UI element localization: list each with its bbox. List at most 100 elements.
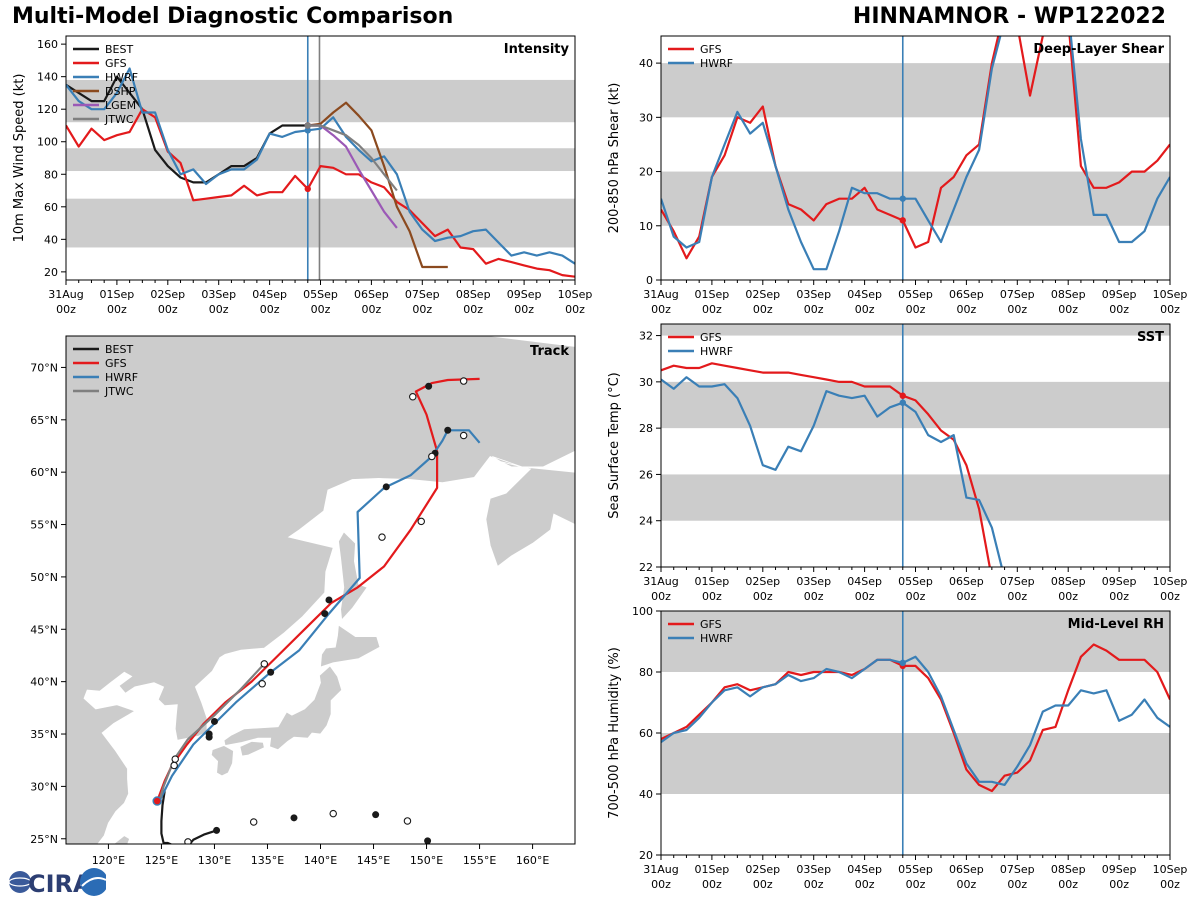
- sst-ytick-label: 32: [639, 330, 653, 343]
- sst-series-gfs: [661, 362, 991, 567]
- track-xtick-label: 155°E: [463, 854, 496, 867]
- rh-ylabel: 700-500 hPa Humidity (%): [607, 647, 622, 819]
- shear-xtick-label: 02Sep: [745, 288, 780, 301]
- rh-ytick-label: 100: [632, 605, 653, 618]
- shear-band: [661, 63, 1170, 118]
- shear-xtick-label: 04Sep: [847, 288, 882, 301]
- intensity-band: [66, 148, 575, 172]
- shear-xtick-label: 10Sep: [1153, 288, 1188, 301]
- shear-xtick-label: 00z: [1109, 303, 1129, 316]
- intensity-xtick-label: 02Sep: [150, 288, 185, 301]
- sst-xtick-label: 03Sep: [796, 575, 831, 588]
- track-point-filled: [321, 610, 329, 618]
- shear-series-gfs: [661, 36, 1170, 260]
- rh-xtick-label: 00z: [855, 878, 875, 891]
- track-ytick-label: 25°N: [30, 833, 58, 846]
- track-legend-label-hwrf: HWRF: [105, 371, 138, 384]
- track-point-open: [258, 679, 266, 688]
- sst-band: [661, 474, 1170, 521]
- land-shikoku: [239, 740, 265, 757]
- shear-ytick-label: 30: [639, 111, 653, 124]
- rh-xtick-label: 00z: [1109, 878, 1129, 891]
- track-point-filled: [290, 814, 298, 822]
- rh-plot-area: [661, 611, 1170, 855]
- rh-legend-label-hwrf: HWRF: [700, 632, 733, 645]
- rh-band: [661, 733, 1170, 794]
- intensity-legend-label-dshp: DSHP: [105, 85, 136, 98]
- intensity-xtick-label: 00z: [107, 303, 127, 316]
- track-legend-label-best: BEST: [105, 343, 133, 356]
- intensity-legend-label-jtwc: JTWC: [104, 113, 134, 126]
- track-point-filled: [205, 730, 213, 738]
- track-point-open: [459, 431, 468, 440]
- rh-ytick-label: 20: [639, 849, 653, 862]
- track-ytick-label: 45°N: [30, 623, 58, 636]
- shear-xtick-label: 00z: [804, 303, 824, 316]
- intensity-series-dshp: [307, 101, 448, 269]
- rh-band: [661, 611, 1170, 672]
- shear-xtick-label: 08Sep: [1051, 288, 1086, 301]
- sst-xtick-label: 07Sep: [1000, 575, 1035, 588]
- land-kyushu: [210, 745, 234, 777]
- shear-xtick-label: 00z: [1160, 303, 1180, 316]
- intensity-band: [66, 198, 575, 248]
- shear-xtick-label: 09Sep: [1102, 288, 1137, 301]
- track-point-filled: [444, 426, 452, 434]
- rh-xtick-label: 00z: [957, 878, 977, 891]
- rh-legend-label-gfs: GFS: [700, 618, 722, 631]
- track-point-filled: [213, 826, 221, 834]
- sst-ytick-label: 24: [639, 515, 653, 528]
- track-point-filled: [210, 717, 218, 725]
- sst-xtick-label: 06Sep: [949, 575, 984, 588]
- rh-marker-hwrf: [899, 659, 906, 667]
- intensity-xtick-label: 00z: [565, 303, 585, 316]
- shear-xtick-label: 05Sep: [898, 288, 933, 301]
- intensity-ytick-label: 120: [37, 103, 58, 116]
- sst-xtick-label: 01Sep: [695, 575, 730, 588]
- shear-xtick-label: 01Sep: [695, 288, 730, 301]
- shear-legend-label-gfs: GFS: [700, 43, 722, 56]
- track-point-filled: [424, 837, 432, 844]
- sst-background: [661, 324, 1170, 567]
- land-asia-mainland: [66, 336, 575, 844]
- sst-legend-label-hwrf: HWRF: [700, 345, 733, 358]
- shear-xtick-label: 06Sep: [949, 288, 984, 301]
- intensity-plot-area: [66, 36, 575, 280]
- sst-xtick-label: 00z: [702, 590, 722, 603]
- land-kamchatka: [485, 456, 575, 568]
- cira-logo: CIRA: [6, 866, 108, 898]
- intensity-xtick-label: 00z: [158, 303, 178, 316]
- intensity-ylabel: 10m Max Wind Speed (kt): [12, 74, 27, 243]
- shear-xtick-label: 03Sep: [796, 288, 831, 301]
- sst-ylabel: Sea Surface Temp (°C): [607, 372, 622, 519]
- sst-xtick-label: 00z: [804, 590, 824, 603]
- intensity-ytick-label: 140: [37, 71, 58, 84]
- storm-id: HINNAMNOR - WP122022: [852, 4, 1166, 29]
- track-series-jtwc: [158, 663, 266, 802]
- sst-ytick-label: 28: [639, 422, 653, 435]
- sst-xtick-label: 00z: [1058, 590, 1078, 603]
- intensity-xtick-label: 00z: [56, 303, 76, 316]
- shear-marker-hwrf: [899, 195, 906, 202]
- track-point-open: [260, 660, 269, 668]
- track-map-area: [66, 336, 575, 844]
- track-ytick-label: 30°N: [30, 780, 58, 793]
- sst-xtick-label: 00z: [855, 590, 875, 603]
- sst-xtick-label: 00z: [1109, 590, 1129, 603]
- shear-ytick-label: 10: [639, 220, 653, 233]
- intensity-ytick-label: 60: [44, 201, 58, 214]
- intensity-series-gfs: [66, 108, 575, 278]
- rh-xtick-label: 04Sep: [847, 863, 882, 876]
- intensity-xtick-label: 04Sep: [252, 288, 287, 301]
- shear-title: Deep-Layer Shear: [1033, 42, 1164, 57]
- rh-xtick-label: 09Sep: [1102, 863, 1137, 876]
- intensity-xtick-label: 06Sep: [354, 288, 389, 301]
- rh-xtick-label: 00z: [804, 878, 824, 891]
- track-xtick-label: 160°E: [516, 854, 549, 867]
- sst-plot-area: [661, 324, 1170, 567]
- rh-xtick-label: 00z: [1160, 878, 1180, 891]
- shear-xtick-label: 00z: [906, 303, 926, 316]
- shear-xtick-label: 07Sep: [1000, 288, 1035, 301]
